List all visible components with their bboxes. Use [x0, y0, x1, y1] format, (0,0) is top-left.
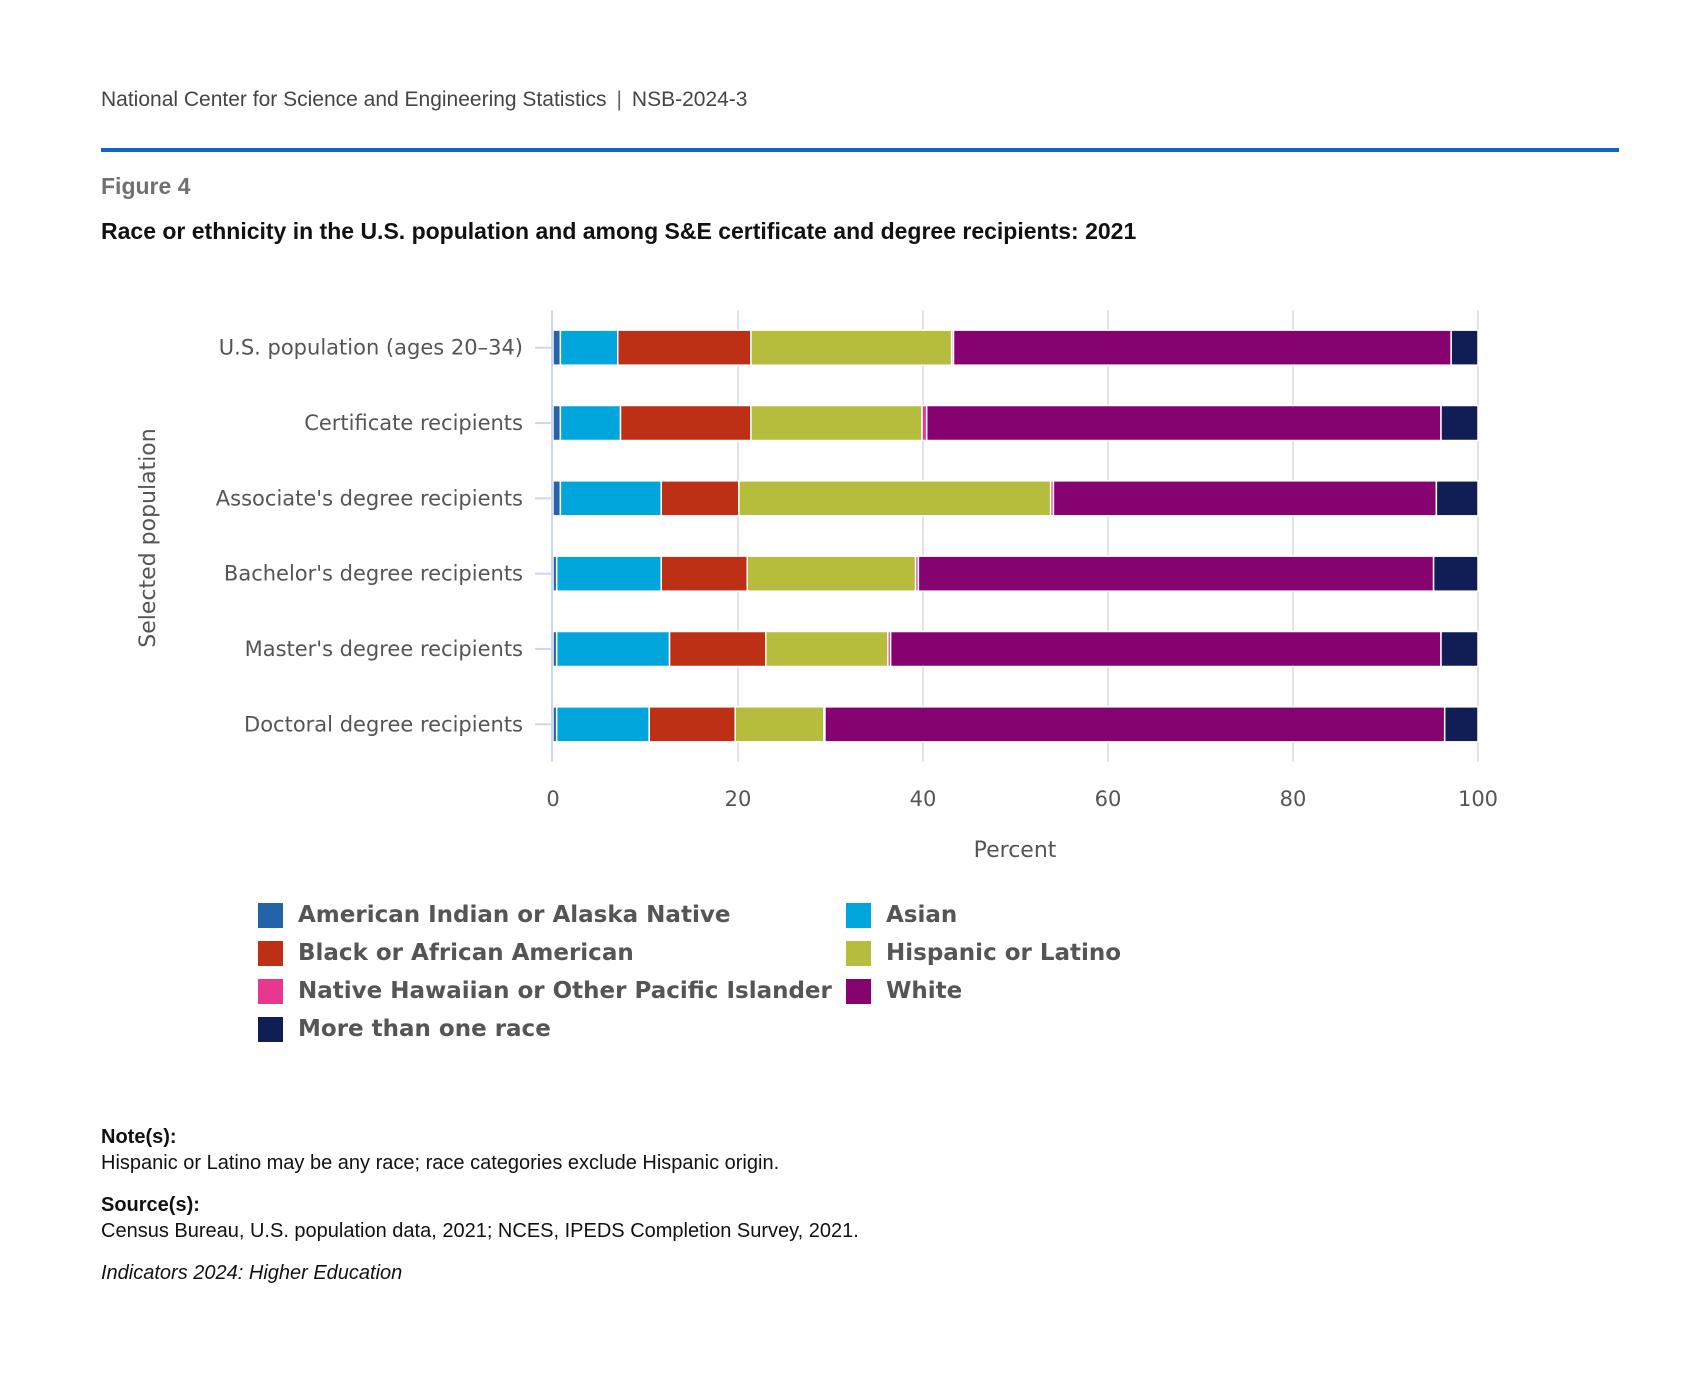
bar-segment-white	[824, 706, 1446, 743]
source-heading: Source(s):	[101, 1194, 200, 1216]
x-tick-label: 40	[910, 787, 937, 811]
category-label: Doctoral degree recipients	[244, 712, 523, 736]
y-axis-title: Selected population	[136, 428, 161, 647]
legend-item-multi[interactable]: More than one race	[258, 1016, 551, 1042]
legend-swatch	[846, 978, 871, 1004]
legend-label: Black or African American	[298, 940, 634, 966]
legend-item-nhpi[interactable]: Native Hawaiian or Other Pacific Islande…	[258, 978, 832, 1004]
legend-item-asian[interactable]: Asian	[846, 902, 957, 928]
bar-segment-hispanic	[738, 480, 1052, 517]
notes-section: Note(s): Hispanic or Latino may be any r…	[101, 1124, 859, 1286]
legend-label: White	[886, 978, 963, 1004]
report-id: NSB-2024-3	[631, 88, 748, 111]
legend-item-hispanic[interactable]: Hispanic or Latino	[846, 940, 1121, 966]
bar-segment-white	[952, 329, 1452, 366]
figure-title: Race or ethnicity in the U.S. population…	[101, 218, 1137, 244]
bar-segment-asian	[559, 480, 662, 517]
bar-segment-multi	[1443, 706, 1479, 743]
gridlines	[737, 310, 1479, 762]
legend-swatch	[258, 902, 283, 928]
bar-segment-black	[619, 404, 752, 442]
legend-label: Native Hawaiian or Other Pacific Islande…	[298, 978, 832, 1004]
x-tick-label: 100	[1458, 787, 1498, 811]
legend-swatch	[258, 978, 283, 1004]
bar-segment-asian	[555, 630, 671, 668]
bar-segment-asian	[559, 404, 622, 442]
bar-segment-hispanic	[734, 706, 825, 743]
legend-label: Hispanic or Latino	[886, 940, 1122, 966]
bar-segment-multi	[1440, 404, 1479, 442]
bar-segment-black	[617, 329, 752, 366]
bar-segment-hispanic	[750, 329, 953, 366]
report-header: National Center for Science and Engineer…	[101, 88, 747, 112]
bar-segment-black	[660, 480, 740, 517]
bar-segment-aian	[552, 480, 562, 517]
axes: 0 20 40 60 80 100 U.S. population (ages 20–34)…	[216, 310, 1498, 811]
x-tick-label: 80	[1280, 787, 1307, 811]
bar-segment-black	[648, 706, 736, 743]
bar-segment-hispanic	[765, 630, 889, 668]
bar-segment-black	[660, 555, 748, 592]
bar-segment-black	[668, 630, 767, 668]
category-label: U.S. population (ages 20–34)	[219, 336, 523, 360]
x-tick-label: 60	[1095, 787, 1122, 811]
bar-segment-white	[1052, 480, 1438, 517]
bar-segment-white	[925, 404, 1442, 442]
bar-segment-white	[889, 630, 1442, 668]
bar-segment-aian	[552, 404, 562, 442]
notes-heading: Note(s):	[101, 1126, 177, 1148]
bar-segment-asian	[555, 555, 662, 592]
legend-item-black[interactable]: Black or African American	[258, 940, 634, 966]
legend-swatch	[258, 1016, 283, 1042]
legend-label: American Indian or Alaska Native	[298, 902, 731, 928]
header-separator: |	[616, 88, 622, 111]
legend-swatch	[258, 940, 283, 966]
category-label: Master's degree recipients	[245, 637, 523, 661]
notes-text: Hispanic or Latino may be any race; race…	[101, 1152, 780, 1174]
bar-segment-multi	[1432, 555, 1479, 592]
legend-item-aian[interactable]: American Indian or Alaska Native	[258, 902, 730, 928]
legend-label: More than one race	[298, 1016, 551, 1042]
bar-segment-hispanic	[746, 555, 917, 592]
bar-segment-aian	[552, 329, 562, 366]
bars	[552, 329, 1479, 743]
x-axis-title: Percent	[974, 838, 1057, 863]
header-rule	[101, 148, 1619, 152]
bar-segment-multi	[1450, 329, 1479, 366]
source-text: Census Bureau, U.S. population data, 202…	[101, 1220, 859, 1242]
bar-segment-hispanic	[750, 404, 923, 442]
bar-segment-multi	[1435, 480, 1479, 517]
bar-segment-multi	[1440, 630, 1479, 668]
category-label: Bachelor's degree recipients	[224, 562, 523, 586]
x-tick-label: 20	[725, 787, 752, 811]
bar-segment-asian	[559, 329, 619, 366]
legend-swatch	[846, 902, 871, 928]
bar-segment-asian	[555, 706, 650, 743]
bar-segment-white	[917, 555, 1435, 592]
publication-name: Indicators 2024: Higher Education	[101, 1262, 403, 1284]
legend-swatch	[846, 940, 871, 966]
figure-label: Figure 4	[101, 173, 191, 199]
category-label: Associate's degree recipients	[216, 486, 523, 510]
legend-item-white[interactable]: White	[846, 978, 962, 1004]
legend-label: Asian	[886, 902, 958, 928]
stacked-bar-chart: 0 20 40 60 80 100 U.S. population (ages 20–34)…	[136, 310, 1498, 863]
org-name: National Center for Science and Engineer…	[101, 88, 607, 111]
category-label: Certificate recipients	[304, 411, 523, 435]
x-tick-label: 0	[546, 787, 559, 811]
